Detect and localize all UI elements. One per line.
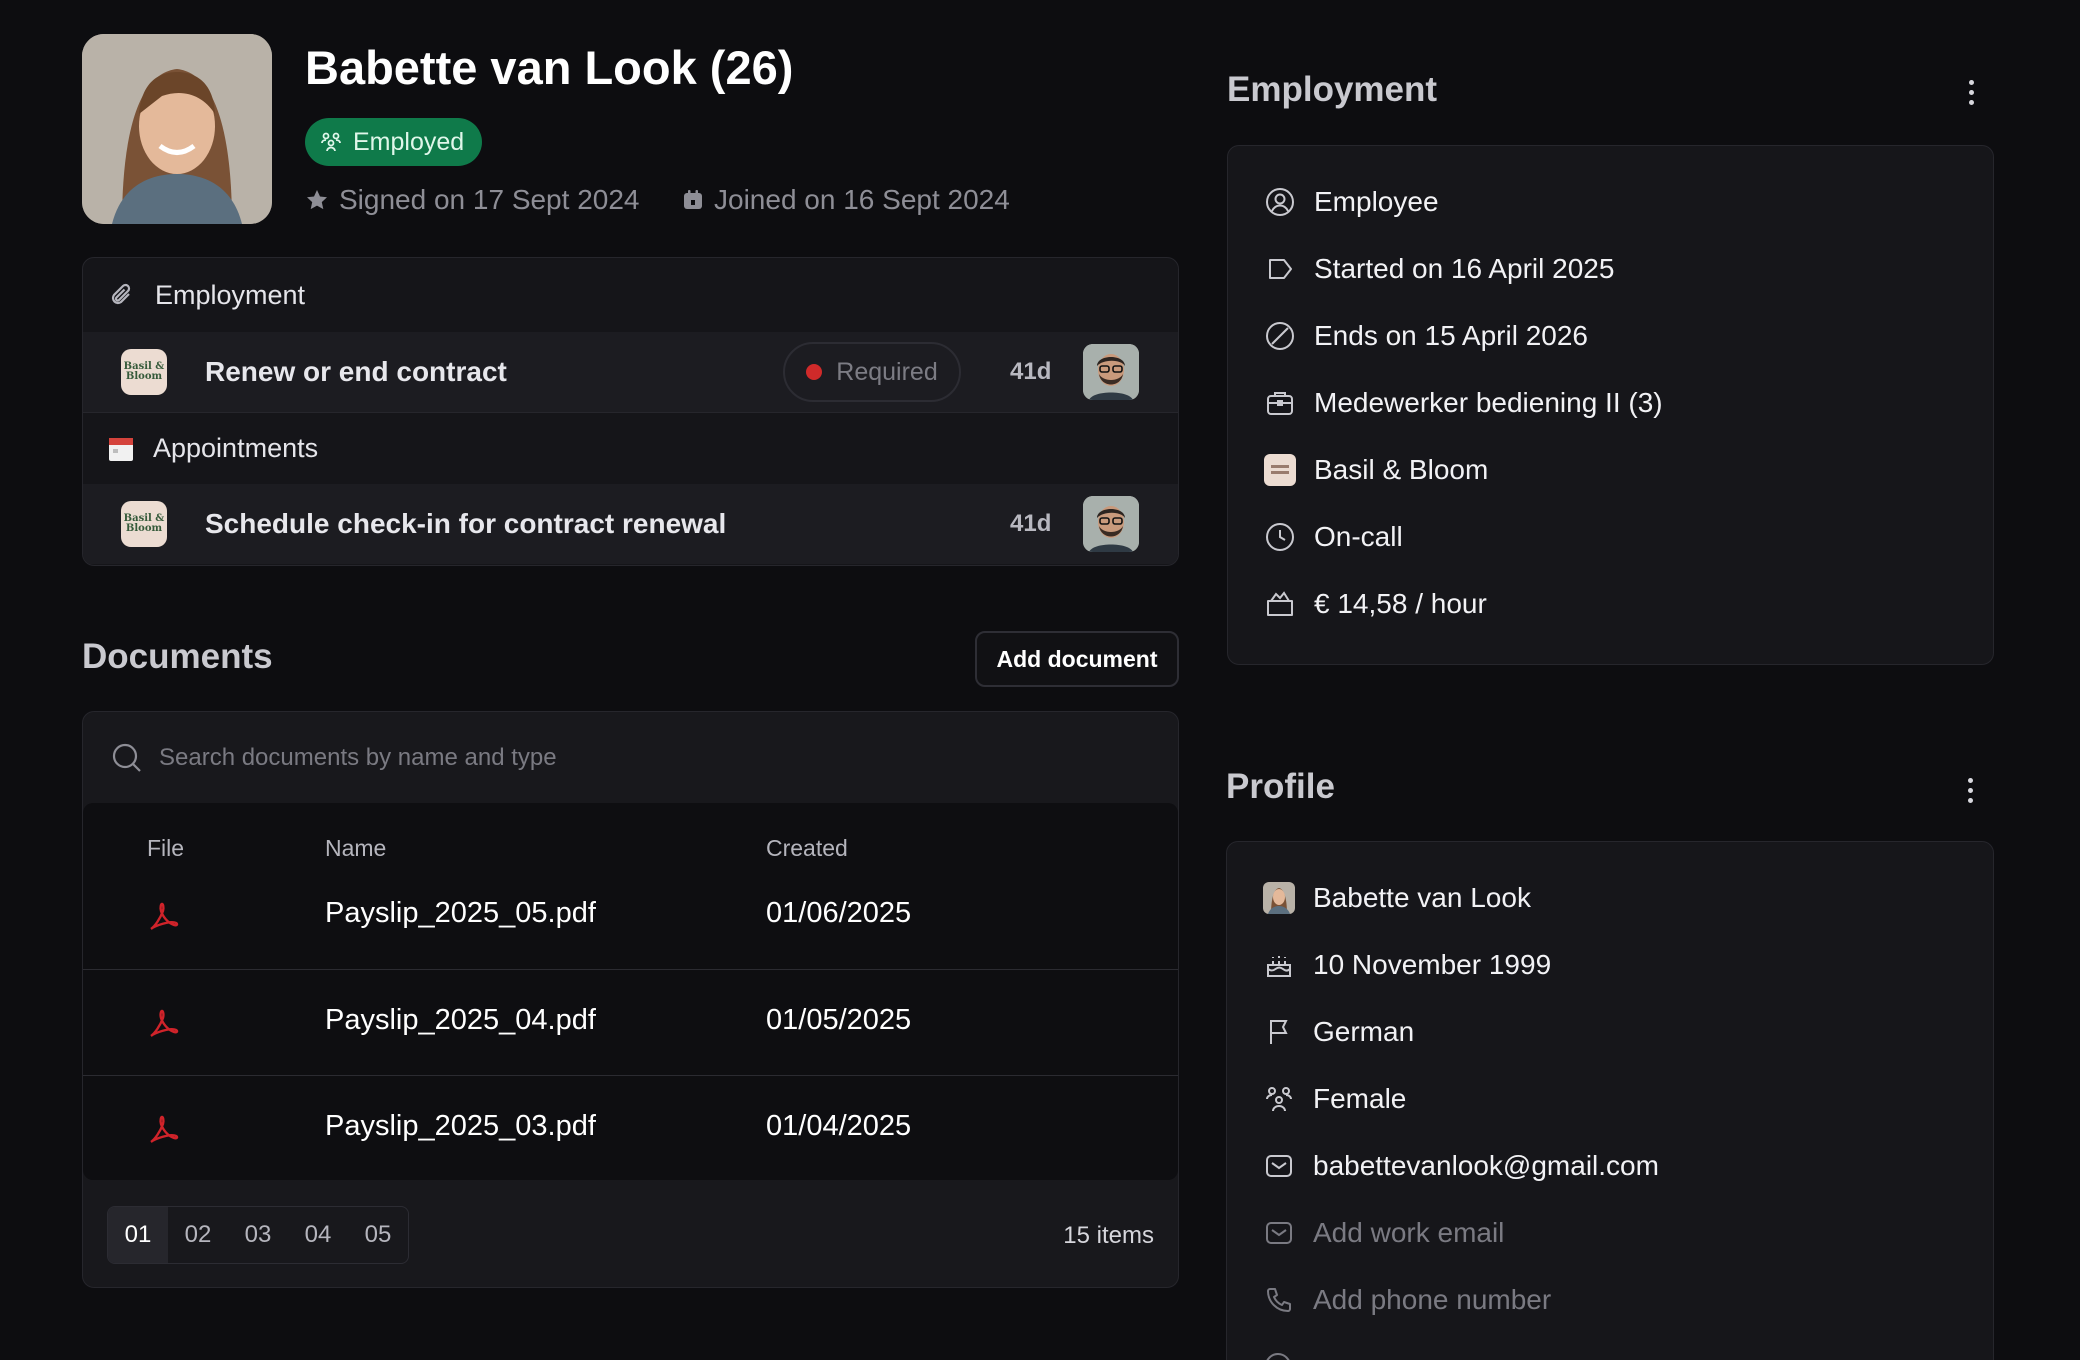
page-button-03[interactable]: 03 — [244, 1221, 272, 1248]
employment-wage: € 14,58 / hour — [1264, 588, 1487, 620]
status-badge: Employed — [305, 118, 483, 166]
profile-card: Babette van Look 10 November 1999 German… — [1226, 841, 1994, 1360]
task-row[interactable]: Basil & Bloom Schedule check-in for cont… — [83, 484, 1178, 564]
document-created: 01/06/2025 — [766, 897, 912, 929]
joined-date: Joined on 16 Sept 2024 — [682, 184, 1010, 216]
tasks-card: Employment Basil & Bloom Renew or end co… — [82, 257, 1179, 566]
task-group-title: Employment — [155, 279, 306, 310]
company-logo-icon — [1264, 454, 1296, 486]
profile-email[interactable]: babettevanlook@gmail.com — [1263, 1150, 1659, 1182]
avatar-icon — [1263, 882, 1295, 914]
document-created: 01/04/2025 — [766, 1110, 912, 1142]
profile-name: Babette van Look — [1263, 882, 1531, 914]
star-icon — [305, 188, 329, 212]
mail-icon — [1263, 1217, 1295, 1249]
add-document-button[interactable]: Add document — [975, 631, 1179, 687]
required-dot-icon — [806, 364, 823, 380]
task-group-appointments: Appointments — [83, 412, 1178, 484]
task-due-days: 41d — [1010, 510, 1052, 537]
task-due-days: 41d — [1010, 358, 1052, 385]
assignee-avatar[interactable] — [1083, 344, 1139, 400]
employment-contract-type: On-call — [1264, 521, 1403, 553]
briefcase-icon — [1264, 387, 1296, 419]
paperclip-icon — [107, 280, 137, 310]
profile-gender: Female — [1263, 1083, 1406, 1115]
column-header-name[interactable]: Name — [325, 835, 387, 861]
add-phone-number[interactable]: Add phone number — [1263, 1284, 1551, 1316]
task-row[interactable]: Basil & Bloom Renew or end contract Requ… — [83, 332, 1178, 412]
employment-company: Basil & Bloom — [1264, 454, 1488, 486]
document-search[interactable]: Search documents by name and type — [111, 742, 557, 774]
document-name[interactable]: Payslip_2025_05.pdf — [325, 897, 596, 929]
profile-avatar[interactable] — [82, 34, 272, 224]
status-badge-label: Employed — [353, 127, 465, 156]
cake-icon — [1263, 949, 1295, 981]
profile-nationality: German — [1263, 1016, 1414, 1048]
search-icon — [111, 742, 143, 774]
pdf-icon — [145, 1110, 181, 1146]
clock-icon — [1264, 521, 1296, 553]
pdf-icon — [145, 1004, 181, 1040]
task-title: Schedule check-in for contract renewal — [205, 508, 727, 539]
profile-birthdate: 10 November 1999 — [1263, 949, 1551, 981]
people-icon — [319, 130, 343, 154]
item-count: 15 items — [1063, 1222, 1154, 1249]
employment-end-date: Ends on 15 April 2026 — [1264, 320, 1588, 352]
pdf-icon — [145, 897, 181, 933]
calendar-icon — [107, 435, 135, 463]
ban-icon — [1264, 320, 1296, 352]
calendar-icon — [682, 189, 704, 211]
page-button-05[interactable]: 05 — [364, 1221, 392, 1248]
phone-icon — [1263, 1284, 1295, 1316]
company-logo: Basil & Bloom — [121, 501, 167, 547]
flag-icon — [1263, 1016, 1295, 1048]
employment-card: Employee Started on 16 April 2025 Ends o… — [1227, 145, 1994, 665]
documents-table: File Name Created Payslip_2025_05.pdf 01… — [83, 803, 1178, 1180]
document-name[interactable]: Payslip_2025_04.pdf — [325, 1004, 596, 1036]
employee-name: Babette van Look (26) — [305, 41, 794, 94]
column-header-file[interactable]: File — [147, 835, 185, 861]
table-row[interactable]: Payslip_2025_04.pdf 01/05/2025 — [83, 969, 1178, 1075]
page-button-04[interactable]: 04 — [304, 1221, 332, 1248]
page-button-02[interactable]: 02 — [184, 1221, 212, 1248]
search-input[interactable]: Search documents by name and type — [159, 744, 557, 771]
profile-more-icon[interactable] — [1966, 778, 1974, 803]
employment-role: Employee — [1264, 186, 1439, 218]
company-logo: Basil & Bloom — [121, 349, 167, 395]
employment-function: Medewerker bediening II (3) — [1264, 387, 1663, 419]
document-created: 01/05/2025 — [766, 1004, 912, 1036]
user-circle-icon — [1264, 186, 1296, 218]
table-row[interactable]: Payslip_2025_03.pdf 01/04/2025 — [83, 1075, 1178, 1181]
more-icon-partial — [1263, 1351, 1293, 1360]
mail-icon — [1263, 1150, 1295, 1182]
pagination: 01 02 03 04 05 — [107, 1206, 409, 1264]
column-header-created[interactable]: Created — [766, 835, 848, 861]
signed-date: Signed on 17 Sept 2024 — [305, 184, 639, 216]
document-name[interactable]: Payslip_2025_03.pdf — [325, 1110, 596, 1142]
documents-title: Documents — [82, 637, 273, 676]
employment-more-icon[interactable] — [1967, 80, 1975, 105]
task-group-title: Appointments — [153, 433, 319, 463]
table-row[interactable]: Payslip_2025_05.pdf 01/06/2025 — [83, 863, 1178, 969]
wallet-icon — [1264, 588, 1296, 620]
gender-icon — [1263, 1083, 1295, 1115]
employment-start-date: Started on 16 April 2025 — [1264, 253, 1614, 285]
add-work-email[interactable]: Add work email — [1263, 1217, 1504, 1249]
task-title: Renew or end contract — [205, 356, 507, 387]
profile-panel-title: Profile — [1226, 767, 1335, 806]
employment-panel-title: Employment — [1227, 70, 1438, 109]
tag-icon — [1264, 253, 1296, 285]
page-button-01[interactable]: 01 — [108, 1207, 168, 1263]
assignee-avatar[interactable] — [1083, 496, 1139, 552]
documents-card: Search documents by name and type File N… — [82, 711, 1179, 1288]
required-badge: Required — [783, 342, 961, 402]
task-group-employment: Employment — [83, 258, 1178, 332]
